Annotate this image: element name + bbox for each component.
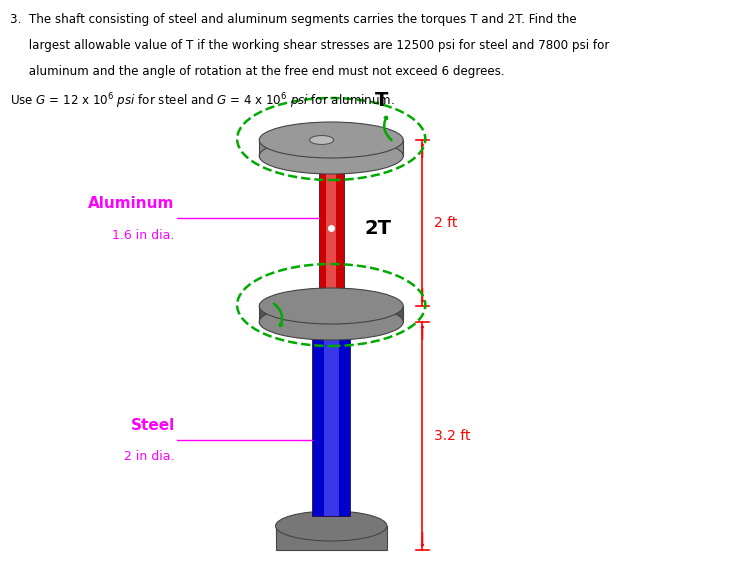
- Text: 1.6 in dia.: 1.6 in dia.: [112, 228, 175, 241]
- FancyBboxPatch shape: [312, 317, 350, 516]
- Text: 2 in dia.: 2 in dia.: [124, 450, 175, 463]
- FancyBboxPatch shape: [324, 317, 338, 516]
- Ellipse shape: [276, 511, 387, 541]
- Ellipse shape: [259, 304, 403, 340]
- Text: 3.2 ft: 3.2 ft: [434, 429, 470, 443]
- Text: Steel: Steel: [130, 417, 175, 432]
- Text: aluminum and the angle of rotation at the free end must not exceed 6 degrees.: aluminum and the angle of rotation at th…: [10, 65, 504, 78]
- FancyBboxPatch shape: [276, 526, 387, 550]
- FancyBboxPatch shape: [326, 151, 336, 304]
- FancyBboxPatch shape: [319, 151, 343, 304]
- Text: Aluminum: Aluminum: [89, 195, 175, 211]
- Text: 2 ft: 2 ft: [434, 216, 457, 230]
- Text: T: T: [375, 90, 388, 110]
- Ellipse shape: [259, 288, 403, 324]
- Text: 2T: 2T: [365, 219, 392, 237]
- FancyBboxPatch shape: [259, 140, 403, 156]
- Ellipse shape: [259, 122, 403, 158]
- Text: largest allowable value of T if the working shear stresses are 12500 psi for ste: largest allowable value of T if the work…: [10, 39, 609, 52]
- FancyBboxPatch shape: [259, 306, 403, 322]
- Text: 3.  The shaft consisting of steel and aluminum segments carries the torques T an: 3. The shaft consisting of steel and alu…: [10, 13, 576, 26]
- Ellipse shape: [259, 138, 403, 174]
- Ellipse shape: [310, 136, 334, 144]
- Text: Use $G$ = 12 x 10$^6$ $psi$ for steel and $G$ = 4 x 10$^6$ $psi$ for aluminum.: Use $G$ = 12 x 10$^6$ $psi$ for steel an…: [10, 91, 395, 111]
